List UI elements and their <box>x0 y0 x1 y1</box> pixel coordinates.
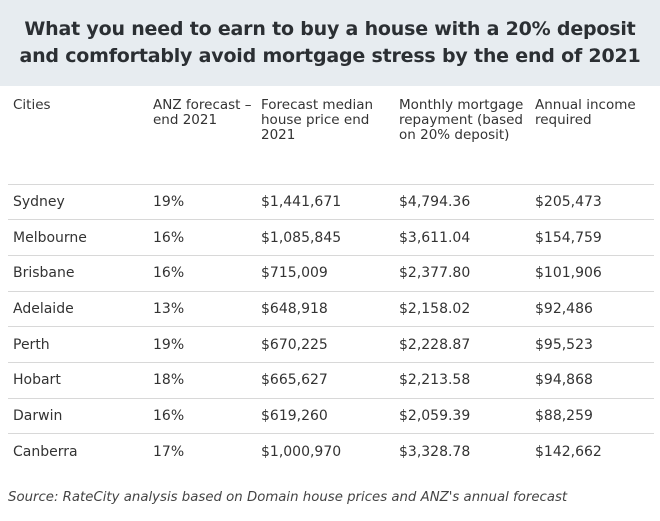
repayment-cell: $2,228.87 <box>394 326 530 363</box>
page-title: What you need to earn to buy a house wit… <box>10 16 650 70</box>
forecast-cell: 16% <box>148 255 256 292</box>
price-cell: $665,627 <box>256 362 394 399</box>
city-cell: Canberra <box>13 443 78 460</box>
repayment-cell: $2,059.39 <box>394 398 530 435</box>
forecast-cell: 19% <box>148 184 256 221</box>
price-cell: $619,260 <box>256 398 394 435</box>
source-note: Source: RateCity analysis based on Domai… <box>8 490 568 505</box>
title-line-1: What you need to earn to buy a house wit… <box>24 18 636 40</box>
table-header-row: Cities ANZ forecast – end 2021 Forecast … <box>8 92 654 185</box>
table-row: Perth 19% $670,225 $2,228.87 $95,523 <box>8 326 654 363</box>
city-cell: Sydney <box>8 184 148 221</box>
repayment-cell: $2,158.02 <box>394 291 530 328</box>
table-row: Hobart 18% $665,627 $2,213.58 $94,868 <box>8 362 654 399</box>
forecast-cell: 17% <box>153 443 185 460</box>
repayment-cell: $3,328.78 <box>399 443 471 460</box>
repayment-cell: $3,611.04 <box>394 219 530 256</box>
price-cell: $1,000,970 <box>261 443 342 460</box>
city-cell: Hobart <box>8 362 148 399</box>
city-cell: Perth <box>8 326 148 363</box>
column-header-annual-income: Annual income required <box>530 92 654 185</box>
repayment-cell: $4,794.36 <box>394 184 530 221</box>
column-header-anz-forecast: ANZ forecast – end 2021 <box>148 92 256 185</box>
forecast-cell: 18% <box>148 362 256 399</box>
repayment-cell: $2,213.58 <box>394 362 530 399</box>
income-cell: $94,868 <box>530 362 654 399</box>
income-table: Cities ANZ forecast – end 2021 Forecast … <box>8 92 654 470</box>
city-cell: Melbourne <box>8 219 148 256</box>
repayment-cell: $2,377.80 <box>394 255 530 292</box>
price-cell: $715,009 <box>256 255 394 292</box>
price-cell: $670,225 <box>256 326 394 363</box>
forecast-cell: 19% <box>148 326 256 363</box>
table-row: Canberra 17% $1,000,970 $3,328.78 $142,6… <box>8 434 654 470</box>
title-banner: What you need to earn to buy a house wit… <box>0 0 660 86</box>
table-row: Sydney 19% $1,441,671 $4,794.36 $205,473 <box>8 184 654 221</box>
city-cell: Adelaide <box>8 291 148 328</box>
forecast-cell: 13% <box>148 291 256 328</box>
column-header-monthly-repayment: Monthly mortgage repayment (based on 20%… <box>394 92 530 185</box>
income-cell: $142,662 <box>535 443 602 460</box>
title-line-2: and comfortably avoid mortgage stress by… <box>19 45 641 67</box>
forecast-cell: 16% <box>148 219 256 256</box>
price-cell: $1,085,845 <box>256 219 394 256</box>
income-cell: $154,759 <box>530 219 654 256</box>
table-row: Adelaide 13% $648,918 $2,158.02 $92,486 <box>8 291 654 328</box>
income-cell: $95,523 <box>530 326 654 363</box>
table-row: Melbourne 16% $1,085,845 $3,611.04 $154,… <box>8 219 654 256</box>
column-header-median-price: Forecast median house price end 2021 <box>256 92 394 185</box>
column-header-cities: Cities <box>8 92 148 185</box>
city-cell: Darwin <box>8 398 148 435</box>
income-cell: $88,259 <box>530 398 654 435</box>
price-cell: $1,441,671 <box>256 184 394 221</box>
city-cell: Brisbane <box>8 255 148 292</box>
income-cell: $92,486 <box>530 291 654 328</box>
income-cell: $101,906 <box>530 255 654 292</box>
table-row: Darwin 16% $619,260 $2,059.39 $88,259 <box>8 398 654 435</box>
income-cell: $205,473 <box>530 184 654 221</box>
forecast-cell: 16% <box>148 398 256 435</box>
price-cell: $648,918 <box>256 291 394 328</box>
table-row: Brisbane 16% $715,009 $2,377.80 $101,906 <box>8 255 654 292</box>
